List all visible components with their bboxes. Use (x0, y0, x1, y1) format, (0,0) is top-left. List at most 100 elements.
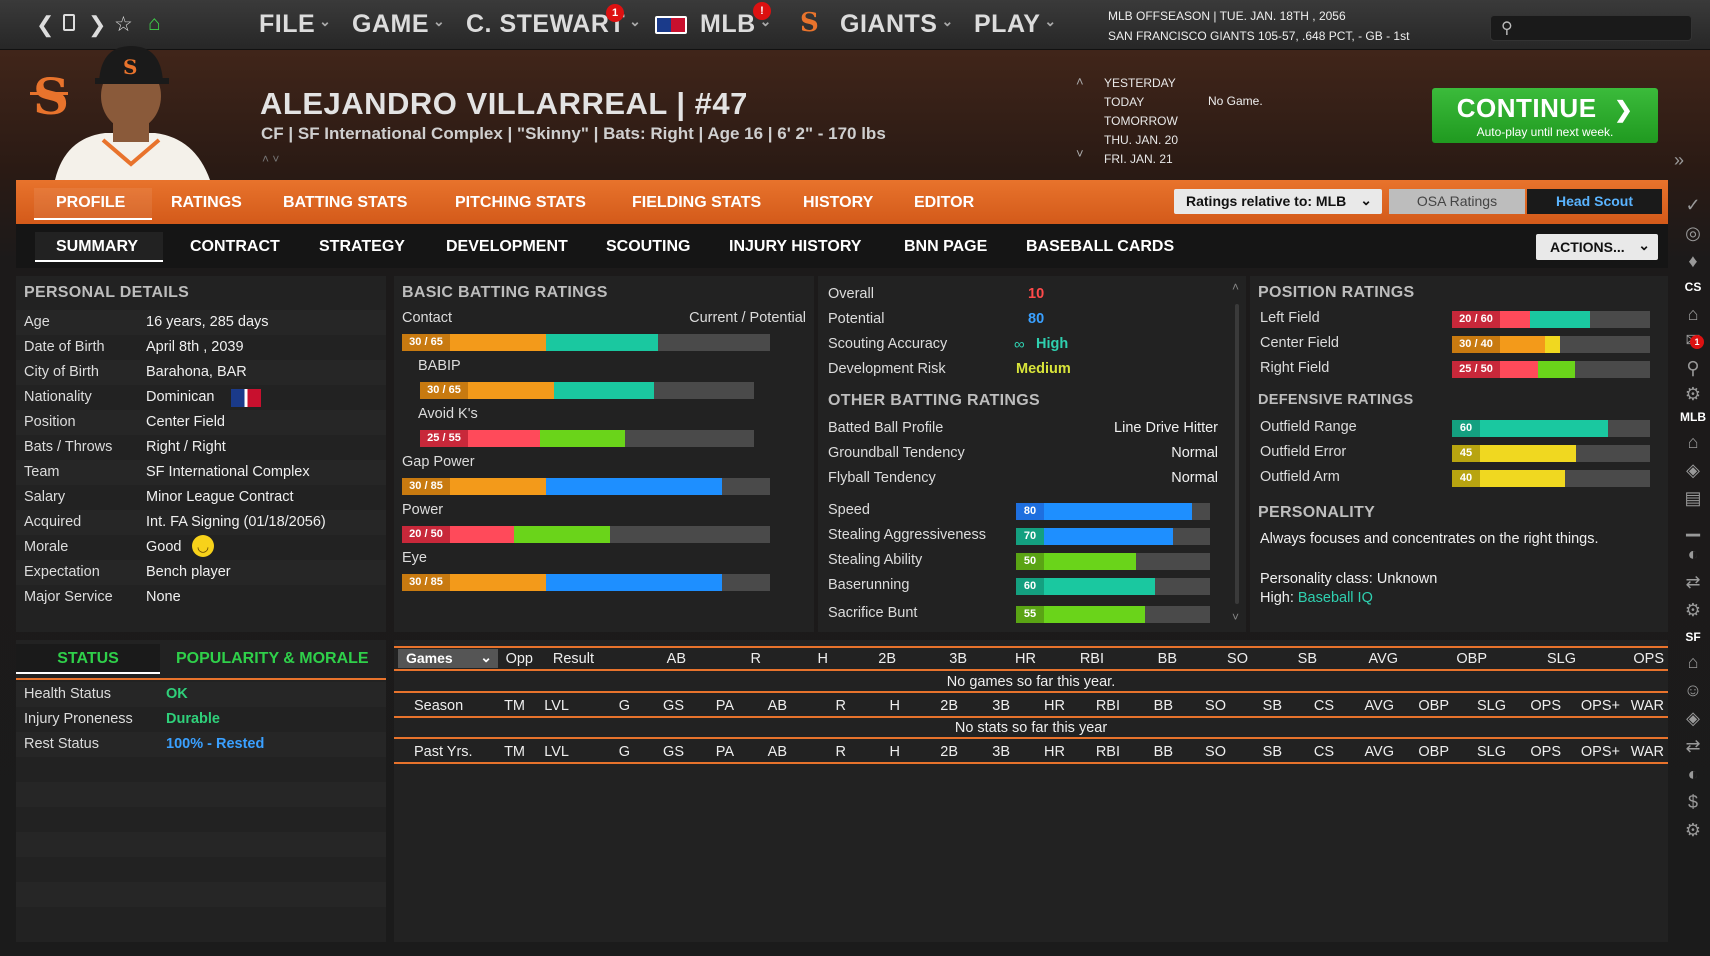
table-header-cell[interactable]: RBI (1079, 651, 1104, 667)
table-header-cell[interactable]: OBP (1418, 698, 1449, 714)
tab-history[interactable]: HISTORY (803, 194, 874, 211)
table-header-cell[interactable]: 3B (949, 651, 967, 667)
home-icon[interactable]: ⌂ (1687, 432, 1699, 452)
table-header-cell[interactable]: AB (767, 698, 787, 714)
ratings-relative-select[interactable]: Ratings relative to: MLB ⌄ (1174, 189, 1382, 214)
player-nav-arrows-icon[interactable]: ˄ ˅ (262, 152, 280, 166)
day-item[interactable]: YESTERDAY (1104, 76, 1176, 90)
head-scout-toggle[interactable]: Head Scout (1527, 189, 1662, 214)
table-header-cell[interactable]: Past Yrs. (414, 744, 473, 760)
gear-icon[interactable]: ⚙ (1684, 820, 1702, 840)
table-header-cell[interactable]: SB (1262, 744, 1282, 760)
table-header-cell[interactable]: TM (504, 744, 525, 760)
home-icon[interactable]: ⌂ (1687, 304, 1699, 324)
exchange-icon[interactable]: ⇄ (1685, 572, 1701, 592)
continue-button[interactable]: CONTINUE ❯ Auto-play until next week. (1432, 88, 1658, 143)
table-header-cell[interactable]: G (618, 698, 630, 714)
day-item[interactable]: THU. JAN. 20 (1104, 133, 1179, 147)
table-header-cell[interactable]: HR (1044, 698, 1065, 714)
table-header-cell[interactable]: OBP (1456, 651, 1487, 667)
table-header-cell[interactable]: Opp (505, 651, 533, 667)
table-header-cell[interactable]: HR (1044, 744, 1065, 760)
gear-icon[interactable]: ⚙ (1684, 600, 1702, 620)
menu-game[interactable]: GAME ⌄ (352, 10, 446, 38)
table-header-cell[interactable]: 2B (878, 651, 896, 667)
table-header-cell[interactable]: PA (715, 744, 734, 760)
table-header-cell[interactable]: R (835, 698, 846, 714)
menu-file[interactable]: FILE ⌄ (259, 10, 332, 38)
tab-bnn-page[interactable]: BNN PAGE (904, 238, 988, 255)
home-icon[interactable]: ⌂ (148, 12, 161, 35)
tablet-icon[interactable] (63, 14, 75, 31)
table-header-cell[interactable]: Result (552, 651, 594, 667)
table-header-cell[interactable]: SB (1297, 651, 1317, 667)
table-header-cell[interactable]: SO (1205, 744, 1226, 760)
table-header-cell[interactable]: LVL (544, 698, 569, 714)
menu-giants[interactable]: GIANTS ⌄ (840, 10, 954, 38)
day-item[interactable]: TOMORROW (1104, 114, 1178, 128)
status-tab[interactable]: STATUS (16, 644, 160, 674)
scroll-up-icon[interactable]: ˄ (1232, 280, 1240, 294)
tab-editor[interactable]: EDITOR (914, 194, 975, 211)
table-header-cell[interactable]: HR (1015, 651, 1036, 667)
scroll-down-icon[interactable]: ˅ (1232, 610, 1240, 624)
ball-icon[interactable]: ◐ (1687, 764, 1699, 784)
table-header-cell[interactable]: AVG (1364, 744, 1394, 760)
table-header-cell[interactable]: LVL (544, 744, 569, 760)
schedule-down-icon[interactable]: ˅ (1076, 146, 1084, 161)
table-header-cell[interactable]: WAR (1630, 698, 1664, 714)
actions-select[interactable]: ACTIONS... ⌄ (1536, 234, 1658, 260)
shield-icon[interactable]: ◈ (1686, 460, 1700, 480)
table-header-cell[interactable]: RBI (1095, 744, 1120, 760)
table-header-cell[interactable]: SB (1262, 698, 1282, 714)
card-icon[interactable]: ▤ (1684, 488, 1702, 508)
table-header-cell[interactable]: AB (767, 744, 787, 760)
menu-play[interactable]: PLAY ⌄ (974, 10, 1057, 38)
table-header-cell[interactable]: SLG (1546, 651, 1576, 667)
day-item[interactable]: TODAY (1104, 95, 1145, 109)
table-header-cell[interactable]: AB (666, 651, 686, 667)
osa-ratings-toggle[interactable]: OSA Ratings (1389, 189, 1525, 214)
tab-ratings[interactable]: RATINGS (171, 194, 242, 211)
lightbulb-icon[interactable]: ♦ (1688, 251, 1698, 271)
home-icon[interactable]: ⌂ (1687, 652, 1699, 672)
table-header-cell[interactable]: GS (663, 744, 684, 760)
tab-fielding-stats[interactable]: FIELDING STATS (632, 194, 762, 211)
tab-strategy[interactable]: STRATEGY (319, 238, 405, 255)
table-header-cell[interactable]: OPS+ (1580, 698, 1620, 714)
ball-icon[interactable]: ◐ (1687, 544, 1699, 564)
popularity-morale-tab[interactable]: POPULARITY & MORALE (176, 650, 369, 667)
tab-profile[interactable]: PROFILE (56, 194, 126, 211)
table-header-cell[interactable]: SLG (1476, 698, 1506, 714)
table-header-cell[interactable]: BB (1157, 651, 1177, 667)
chart-icon[interactable]: ▁ (1686, 516, 1700, 536)
table-header-cell[interactable]: CS (1313, 744, 1334, 760)
day-item[interactable]: FRI. JAN. 21 (1104, 152, 1173, 166)
collapse-sidebar-icon[interactable]: » (1674, 150, 1685, 170)
tab-scouting[interactable]: SCOUTING (606, 238, 691, 255)
table-header-cell[interactable]: Season (414, 698, 464, 714)
tab-injury-history[interactable]: INJURY HISTORY (729, 238, 862, 255)
table-header-cell[interactable]: CS (1313, 698, 1334, 714)
star-icon[interactable]: ☆ (114, 13, 133, 36)
table-header-cell[interactable]: G (618, 744, 630, 760)
table-header-cell[interactable]: OPS+ (1580, 744, 1620, 760)
table-header-cell[interactable]: PA (715, 698, 734, 714)
table-header-cell[interactable]: H (889, 698, 900, 714)
scrollbar[interactable] (1235, 304, 1239, 604)
dollar-icon[interactable]: $ (1687, 792, 1698, 812)
forward-arrow-icon[interactable]: ❯ (88, 12, 107, 37)
tab-contract[interactable]: CONTRACT (190, 238, 280, 255)
table-header-cell[interactable]: 3B (992, 744, 1010, 760)
table-header-cell[interactable]: OPS (1530, 698, 1561, 714)
table-header-cell[interactable]: WAR (1630, 744, 1664, 760)
schedule-up-icon[interactable]: ˄ (1076, 74, 1084, 89)
table-header-cell[interactable]: 3B (992, 698, 1010, 714)
tab-baseball-cards[interactable]: BASEBALL CARDS (1026, 238, 1175, 255)
tab-pitching-stats[interactable]: PITCHING STATS (455, 194, 586, 211)
menu-mlb[interactable]: MLB ⌄ (700, 10, 772, 38)
search-input[interactable]: ⚲ (1490, 15, 1692, 41)
table-header-cell[interactable]: R (835, 744, 846, 760)
table-header-cell[interactable]: AVG (1368, 651, 1398, 667)
table-header-cell[interactable]: 2B (940, 698, 958, 714)
